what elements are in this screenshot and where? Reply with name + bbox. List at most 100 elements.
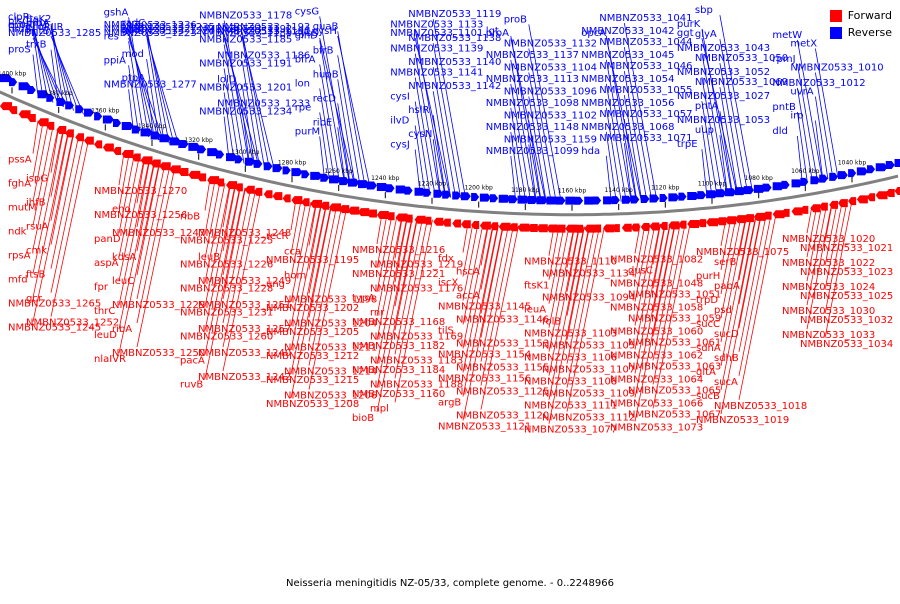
forward-gene-label-leader-line xyxy=(290,203,322,351)
forward-gene-label-leader-line xyxy=(32,122,44,178)
forward-gene-label: iscX xyxy=(438,278,458,289)
reverse-feature xyxy=(226,153,238,162)
forward-gene-label: NMBNZ0533_1260 xyxy=(180,332,273,343)
forward-feature xyxy=(724,216,737,225)
forward-feature xyxy=(366,209,377,218)
reverse-gene-label-leader-line xyxy=(128,37,164,142)
reverse-feature xyxy=(366,181,377,190)
reverse-gene-label: NMBNZ0533_1235 xyxy=(122,22,215,33)
forward-gene-label: hscA xyxy=(456,267,480,278)
forward-feature xyxy=(197,173,207,182)
scale-label: 1300 kbp xyxy=(231,149,259,156)
reverse-feature xyxy=(875,163,888,172)
reverse-gene-label-leader-line xyxy=(719,111,733,194)
forward-gene-label: NMBNZ0533_1075 xyxy=(696,247,789,258)
reverse-gene-label-leader-line xyxy=(815,48,839,178)
reverse-feature xyxy=(611,196,620,205)
forward-feature xyxy=(0,102,12,111)
reverse-gene-label: NMBNZ0533_1233 xyxy=(217,99,310,110)
forward-gene-label: NMBNZ0533_1160 xyxy=(352,389,445,400)
forward-gene-label-leader-line xyxy=(32,134,74,322)
forward-gene-label-leader-line xyxy=(480,224,504,338)
reverse-gene-label: rplI xyxy=(8,21,24,32)
forward-feature xyxy=(810,204,821,213)
forward-gene-label: NMBNZ0533_1120 xyxy=(456,411,549,422)
forward-gene-label-leader-line xyxy=(634,224,651,302)
strand-legend: Forward Reverse xyxy=(829,7,892,41)
forward-gene-label-leader-line xyxy=(204,184,231,307)
forward-gene-label: NMBNZ0533_1251 xyxy=(198,300,291,311)
forward-gene-label: NMBNZ0533_1265 xyxy=(8,299,101,310)
forward-gene-label: NMBNZ0533_1034 xyxy=(800,339,893,350)
scale-label: 1080 kbp xyxy=(745,175,773,182)
forward-gene-label-leader-line xyxy=(566,226,605,412)
forward-gene-label: leuC xyxy=(112,276,134,287)
forward-feature xyxy=(169,165,181,174)
forward-feature xyxy=(753,212,766,221)
reverse-gene-label: NMBNZ0533_1068 xyxy=(581,122,674,133)
forward-gene-label: NMBNZ0533_1077 xyxy=(524,425,617,436)
forward-feature xyxy=(94,140,103,149)
reverse-gene-label: metW xyxy=(772,30,802,41)
forward-gene-label-leader-line xyxy=(308,205,332,318)
forward-gene-label: NMBNZ0533_1065 xyxy=(628,385,721,396)
forward-feature xyxy=(404,214,413,223)
forward-gene-label-leader-line xyxy=(376,214,388,269)
reverse-feature xyxy=(94,112,103,121)
forward-feature xyxy=(875,191,888,200)
legend-forward-label: Forward xyxy=(847,9,892,22)
forward-gene-label-leader-line xyxy=(462,223,484,325)
reverse-gene-label: purM xyxy=(295,126,320,137)
reverse-gene-label: proS xyxy=(8,45,31,56)
reverse-feature xyxy=(215,150,225,159)
forward-feature xyxy=(791,207,803,216)
forward-gene-label-leader-line xyxy=(480,225,519,410)
reverse-feature xyxy=(310,171,323,180)
forward-gene-label: tilS xyxy=(438,326,454,337)
reverse-feature xyxy=(9,78,18,87)
forward-gene-label-leader-line xyxy=(394,216,408,283)
forward-gene-label: NMBNZ0533_1020 xyxy=(782,234,875,245)
forward-gene-label: NMBNZ0533_1212 xyxy=(266,351,359,362)
reverse-gene-label-leader-line xyxy=(605,83,627,202)
reverse-gene-label-leader-line xyxy=(223,44,245,164)
reverse-gene-label-leader-line xyxy=(510,155,517,202)
forward-feature xyxy=(508,223,518,232)
forward-gene-label-leader-line xyxy=(634,223,666,374)
forward-feature xyxy=(716,217,727,226)
forward-gene-label: NMBNZ0533_1154 xyxy=(438,350,531,361)
reverse-gene-label: ecoRIIR xyxy=(26,22,64,33)
reverse-gene-label: NMBNZ0533_1099 xyxy=(486,146,579,157)
reverse-feature xyxy=(169,137,181,146)
forward-feature xyxy=(471,221,480,230)
forward-gene-label: gltA xyxy=(696,367,716,378)
scale-label: 1180 kbp xyxy=(511,187,539,194)
reverse-feature xyxy=(121,122,134,131)
forward-feature xyxy=(226,181,238,190)
forward-gene-label: NMBNZ0533_1226 xyxy=(180,260,273,271)
forward-gene-label-leader-line xyxy=(50,138,84,293)
forward-feature xyxy=(56,125,67,134)
reverse-gene-label: NMBNZ0533_1224 xyxy=(122,26,215,37)
scale-label: 1380 kbp xyxy=(45,90,73,97)
forward-gene-label: ribB xyxy=(180,212,200,223)
reverse-gene-label: ggt xyxy=(677,28,694,39)
forward-gene-label: NMBNZ0533_1221 xyxy=(352,269,445,280)
reverse-gene-label-leader-line xyxy=(414,37,451,198)
forward-gene-label: NMBNZ0533_1211 xyxy=(284,343,377,354)
reverse-gene-label: uup xyxy=(695,125,714,136)
forward-gene-label-leader-line xyxy=(136,167,170,324)
forward-gene-label: accA xyxy=(456,291,480,302)
reverse-gene-label-leader-line xyxy=(32,37,69,109)
reverse-feature xyxy=(159,134,171,143)
forward-feature xyxy=(829,200,838,209)
forward-gene-label: NMBNZ0533_1270 xyxy=(94,186,187,197)
forward-gene-label: sdhB xyxy=(714,353,739,364)
scale-label: 1100 kbp xyxy=(698,181,726,188)
forward-feature xyxy=(800,205,809,214)
reverse-feature xyxy=(452,191,461,200)
reverse-gene-label-leader-line xyxy=(701,125,713,196)
forward-gene-label: NMBNZ0533_1229 xyxy=(112,300,205,311)
forward-gene-label-leader-line xyxy=(480,224,489,266)
